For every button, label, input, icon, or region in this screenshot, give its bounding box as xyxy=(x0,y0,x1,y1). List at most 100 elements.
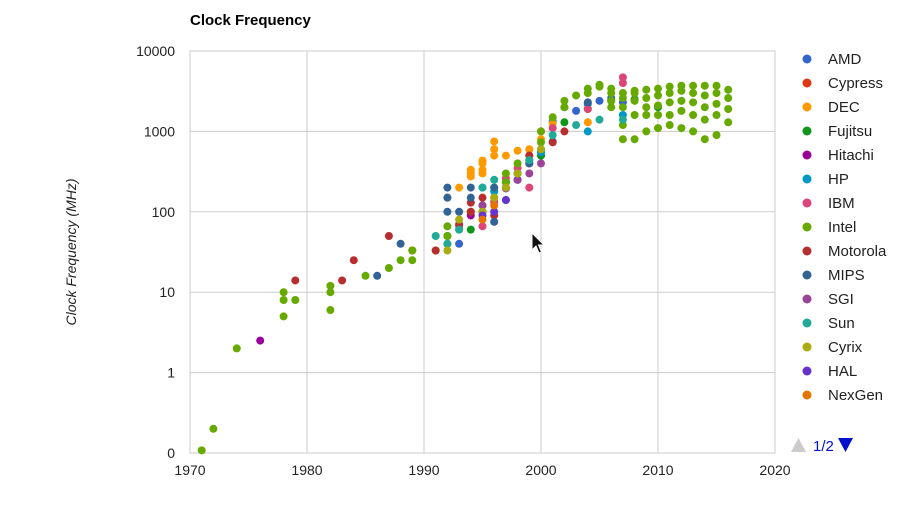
data-point[interactable] xyxy=(630,110,639,119)
data-point[interactable] xyxy=(595,115,604,124)
data-point[interactable] xyxy=(443,222,452,231)
data-point[interactable] xyxy=(654,124,662,133)
data-point[interactable] xyxy=(700,115,709,124)
data-point[interactable] xyxy=(665,89,674,98)
data-point[interactable] xyxy=(361,271,370,280)
data-point[interactable] xyxy=(291,276,300,285)
data-point[interactable] xyxy=(654,110,662,119)
data-point[interactable] xyxy=(490,137,499,146)
data-point[interactable] xyxy=(490,151,499,160)
data-point[interactable] xyxy=(630,135,639,144)
series-sun[interactable] xyxy=(431,115,627,248)
data-point[interactable] xyxy=(291,295,300,304)
data-point[interactable] xyxy=(443,232,452,241)
data-point[interactable] xyxy=(642,110,651,119)
data-point[interactable] xyxy=(490,145,499,154)
data-point[interactable] xyxy=(630,96,639,105)
legend-prev-page-icon[interactable] xyxy=(791,438,806,452)
data-point[interactable] xyxy=(665,121,674,130)
legend-item-amd[interactable]: AMD xyxy=(802,51,862,68)
data-point[interactable] xyxy=(618,89,627,98)
data-point[interactable] xyxy=(256,336,265,345)
data-point[interactable] xyxy=(443,246,452,255)
data-point[interactable] xyxy=(618,135,627,144)
data-point[interactable] xyxy=(537,138,545,147)
data-point[interactable] xyxy=(618,103,627,112)
data-point[interactable] xyxy=(677,81,686,90)
data-point[interactable] xyxy=(548,113,557,122)
data-point[interactable] xyxy=(326,306,335,315)
data-point[interactable] xyxy=(455,215,464,224)
data-point[interactable] xyxy=(466,225,475,234)
data-point[interactable] xyxy=(548,131,557,140)
data-point[interactable] xyxy=(724,104,733,113)
data-point[interactable] xyxy=(408,256,417,265)
data-point[interactable] xyxy=(618,78,627,87)
legend-item-cyrix[interactable]: Cyrix xyxy=(802,339,863,356)
data-point[interactable] xyxy=(630,86,639,95)
data-point[interactable] xyxy=(665,82,674,91)
data-point[interactable] xyxy=(583,84,592,93)
data-point[interactable] xyxy=(279,295,288,304)
data-point[interactable] xyxy=(396,239,405,248)
legend-item-fujitsu[interactable]: Fujitsu xyxy=(802,123,873,140)
data-point[interactable] xyxy=(525,169,534,178)
data-point[interactable] xyxy=(466,207,475,216)
data-point[interactable] xyxy=(618,73,627,82)
data-point[interactable] xyxy=(607,84,616,93)
legend-item-cypress[interactable]: Cypress xyxy=(802,75,884,92)
data-point[interactable] xyxy=(724,118,733,127)
data-point[interactable] xyxy=(478,215,487,224)
data-point[interactable] xyxy=(478,222,487,231)
data-point[interactable] xyxy=(396,256,405,265)
data-point[interactable] xyxy=(595,96,604,105)
data-point[interactable] xyxy=(443,207,452,216)
data-point[interactable] xyxy=(338,276,347,285)
legend-item-mips[interactable]: MIPS xyxy=(802,267,865,284)
data-point[interactable] xyxy=(232,344,241,353)
data-point[interactable] xyxy=(490,217,499,226)
data-point[interactable] xyxy=(466,165,475,174)
data-point[interactable] xyxy=(478,183,487,192)
data-point[interactable] xyxy=(384,263,393,272)
data-point[interactable] xyxy=(537,145,545,154)
data-point[interactable] xyxy=(677,96,686,105)
data-point[interactable] xyxy=(455,183,464,192)
data-point[interactable] xyxy=(466,193,475,202)
data-point[interactable] xyxy=(689,89,698,98)
data-point[interactable] xyxy=(373,271,382,280)
data-point[interactable] xyxy=(490,207,499,216)
data-point[interactable] xyxy=(724,94,733,103)
data-point[interactable] xyxy=(513,175,522,184)
data-point[interactable] xyxy=(607,103,616,112)
data-point[interactable] xyxy=(689,81,698,90)
legend-item-sun[interactable]: Sun xyxy=(802,315,855,332)
data-point[interactable] xyxy=(642,94,651,103)
series-intel[interactable] xyxy=(197,80,733,455)
data-point[interactable] xyxy=(478,156,487,165)
data-point[interactable] xyxy=(384,232,393,241)
legend-item-dec[interactable]: DEC xyxy=(802,99,860,116)
data-point[interactable] xyxy=(642,103,651,112)
data-point[interactable] xyxy=(654,101,662,110)
data-point[interactable] xyxy=(501,169,510,178)
data-point[interactable] xyxy=(443,239,452,248)
data-point[interactable] xyxy=(525,145,534,154)
data-point[interactable] xyxy=(572,91,581,100)
data-point[interactable] xyxy=(513,146,522,155)
data-point[interactable] xyxy=(408,246,417,255)
data-point[interactable] xyxy=(724,85,733,94)
data-point[interactable] xyxy=(560,127,569,136)
data-points[interactable] xyxy=(197,73,733,455)
data-point[interactable] xyxy=(642,85,651,94)
series-nexgen[interactable] xyxy=(478,201,499,224)
legend[interactable]: AMD Cypress DEC Fujitsu Hitachi HP IBM Intel Mot… xyxy=(802,51,888,404)
data-point[interactable] xyxy=(466,183,475,192)
data-point[interactable] xyxy=(548,138,557,147)
data-point[interactable] xyxy=(431,232,440,241)
data-point[interactable] xyxy=(583,118,592,127)
data-point[interactable] xyxy=(326,281,335,290)
data-point[interactable] xyxy=(665,110,674,119)
data-point[interactable] xyxy=(572,121,581,130)
data-point[interactable] xyxy=(525,156,534,165)
